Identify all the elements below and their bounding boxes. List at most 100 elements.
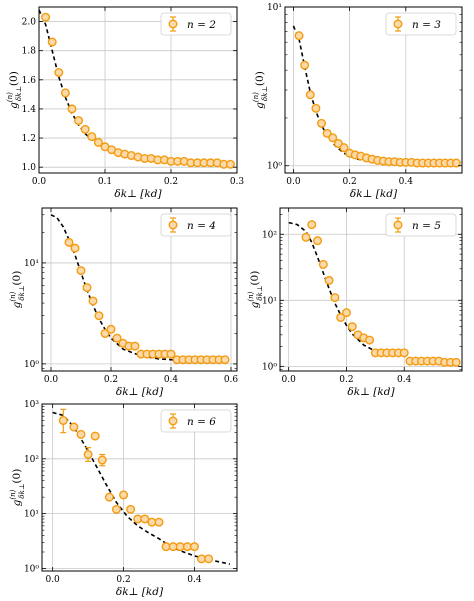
legend-box xyxy=(385,213,457,237)
tick-label-x: 0.0 xyxy=(282,375,297,385)
data-point xyxy=(80,124,90,134)
data-point xyxy=(166,349,176,359)
x-axis-label: δk⊥ [kd] xyxy=(114,188,162,200)
tick-label-y: 10⁰ xyxy=(24,564,39,574)
data-point xyxy=(47,37,57,47)
data-point xyxy=(111,504,121,514)
data-point xyxy=(126,504,136,514)
tick-label-y: 10³ xyxy=(24,400,39,410)
chart-panel-n2: 0.0 0.1 0.2 0.3 1.0 1.2 1.4 1.6 1.8 2.0 δk⊥ [kd] g(… xyxy=(6,6,245,200)
y-axis-label: g(n)δk⊥(0) xyxy=(252,71,269,109)
x-axis-label: δk⊥ [kd] xyxy=(347,386,395,398)
data-point xyxy=(100,328,110,338)
data-point xyxy=(140,514,150,524)
data-point xyxy=(41,12,51,22)
chart-panel-n6: 0.0 0.2 0.4 10⁰ 10¹ 10² 10³ δk⊥ [kd] g(n)δk⊥(0) n… xyxy=(9,400,238,598)
data-point xyxy=(311,103,321,113)
data-point xyxy=(328,133,338,143)
data-point xyxy=(64,237,74,247)
data-point xyxy=(318,259,328,269)
chart-panel-n3: 0.0 0.2 0.4 10⁰ 10¹ δk⊥ [kd] g(n)δk⊥(0) n = 3 xyxy=(252,3,463,200)
data-point xyxy=(119,490,129,500)
plot-frame xyxy=(41,207,238,372)
legend-marker-icon xyxy=(168,19,178,29)
data-point xyxy=(322,128,332,138)
data-point xyxy=(365,335,375,345)
data-point xyxy=(341,308,351,318)
tick-label-y: 2.0 xyxy=(22,18,37,28)
y-axis-label: g(n)δk⊥(0) xyxy=(9,469,26,507)
tick-label-x: 0.4 xyxy=(187,575,202,585)
tick-label-x: 0.2 xyxy=(339,375,353,385)
data-point xyxy=(76,429,86,439)
tick-label-x: 0.6 xyxy=(224,375,239,385)
y-axis-label: g(n)δk⊥(0) xyxy=(247,271,264,309)
tick-label-y: 10⁰ xyxy=(24,360,39,370)
data-point xyxy=(301,232,311,242)
tick-label-x: 0.3 xyxy=(230,177,245,187)
plot-frame xyxy=(279,207,463,372)
tick-label-x: 0.1 xyxy=(98,177,112,187)
tick-label-x: 0.4 xyxy=(164,375,179,385)
legend-label: n = 2 xyxy=(187,19,216,31)
legend-marker-icon xyxy=(168,416,178,426)
data-point xyxy=(336,312,346,322)
chart-panel-n4: 0.0 0.2 0.4 0.6 10⁰ 10¹ δk⊥ [kd] g(n)δk⊥(0) n = … xyxy=(9,207,239,398)
legend-label: n = 5 xyxy=(412,220,441,232)
tick-label-x: 0.4 xyxy=(397,375,412,385)
data-point xyxy=(87,132,97,142)
tick-label-y: 1.0 xyxy=(22,163,37,173)
x-axis-label: δk⊥ [kd] xyxy=(350,188,398,200)
tick-label-y: 10⁰ xyxy=(262,362,277,372)
tick-label-y: 1.8 xyxy=(22,47,37,57)
tick-label-y: 10¹ xyxy=(24,510,39,520)
data-point xyxy=(76,266,86,276)
x-axis-label: δk⊥ [kd] xyxy=(116,386,164,398)
data-point xyxy=(189,542,199,552)
data-point xyxy=(220,355,230,365)
data-point xyxy=(83,449,93,459)
y-axis-label: g(n)δk⊥(0) xyxy=(6,71,23,109)
data-point xyxy=(399,348,409,358)
data-point xyxy=(90,431,100,441)
tick-label-y: 10¹ xyxy=(262,296,277,306)
data-point xyxy=(225,159,235,169)
tick-label-x: 0.0 xyxy=(45,575,60,585)
tick-label-y: 1.4 xyxy=(22,105,37,115)
tick-label-y: 10¹ xyxy=(24,259,39,269)
data-point xyxy=(70,243,80,253)
legend-marker-icon xyxy=(168,220,178,230)
fit-line xyxy=(292,25,460,165)
data-point xyxy=(97,455,107,465)
tick-label-y: 10⁰ xyxy=(267,162,282,172)
data-point xyxy=(300,60,310,70)
tick-label-y: 1.6 xyxy=(22,76,37,86)
tick-label-x: 0.0 xyxy=(32,177,47,187)
data-point xyxy=(94,311,104,321)
plot-frame xyxy=(38,6,238,174)
plot-frame xyxy=(41,403,238,572)
data-point xyxy=(154,517,164,527)
tick-label-y: 10² xyxy=(24,455,39,465)
data-point xyxy=(74,116,84,126)
plot-frame xyxy=(284,6,463,174)
fit-line xyxy=(50,214,229,363)
chart-panel-n5: 0.0 0.2 0.4 10⁰ 10¹ 10² δk⊥ [kd] g(n)δk⊥(0) n = … xyxy=(247,207,463,398)
tick-label-x: 0.2 xyxy=(342,177,356,187)
tick-label-y: 10¹ xyxy=(267,3,282,13)
tick-label-x: 0.2 xyxy=(164,177,178,187)
legend-box xyxy=(160,12,232,36)
data-point xyxy=(313,236,323,246)
legend-box xyxy=(160,213,232,237)
tick-label-x: 0.0 xyxy=(286,177,301,187)
tick-label-x: 0.2 xyxy=(104,375,118,385)
legend-label: n = 3 xyxy=(412,19,441,31)
legend-marker-icon xyxy=(393,220,403,230)
y-axis-label: g(n)δk⊥(0) xyxy=(9,271,26,309)
data-point xyxy=(451,357,461,367)
data-point xyxy=(204,554,214,564)
data-point xyxy=(88,296,98,306)
data-point xyxy=(82,283,92,293)
data-point xyxy=(451,158,461,168)
